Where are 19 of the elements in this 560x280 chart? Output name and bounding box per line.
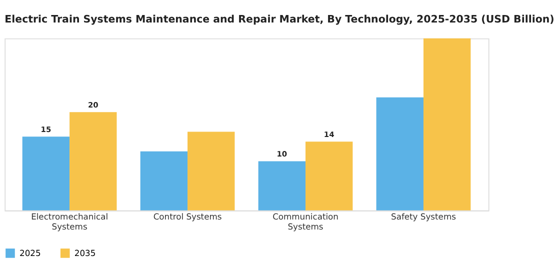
x-tick-label: Electromechanical Systems xyxy=(31,211,108,232)
x-tick-label: Safety Systems xyxy=(391,211,456,222)
bar xyxy=(188,132,235,210)
legend-label: 2025 xyxy=(20,248,41,258)
bar xyxy=(423,38,471,210)
data-label: 20 xyxy=(88,100,98,110)
bar xyxy=(22,136,70,210)
bar xyxy=(306,142,353,210)
data-label: 10 xyxy=(276,150,288,159)
chart-title: Electric Train Systems Maintenance and Repair Market, By Technology, 2025-2035 (USD Billion) xyxy=(4,14,554,26)
data-label: 14 xyxy=(324,130,334,139)
legend-label: 2035 xyxy=(74,248,96,258)
bar xyxy=(140,151,188,210)
x-tick-label: Communication Systems xyxy=(272,211,338,232)
bar xyxy=(258,161,306,210)
x-tick-label: Control Systems xyxy=(153,211,222,222)
data-label: 15 xyxy=(40,125,52,134)
bar xyxy=(70,112,117,210)
bar xyxy=(376,97,424,210)
